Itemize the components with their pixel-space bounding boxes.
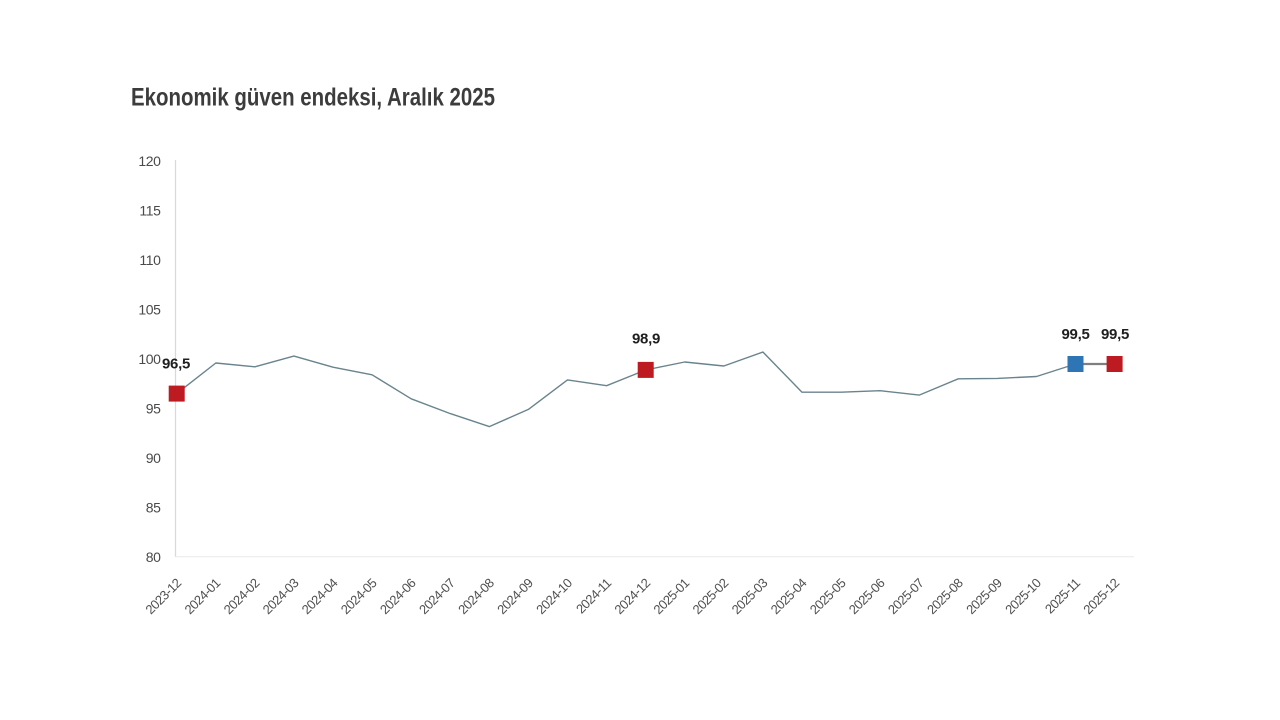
svg-text:95: 95 xyxy=(146,401,161,417)
svg-text:115: 115 xyxy=(139,203,161,219)
svg-text:85: 85 xyxy=(146,500,161,516)
svg-text:99,5: 99,5 xyxy=(1062,326,1090,343)
svg-text:100: 100 xyxy=(138,351,161,367)
svg-text:99,5: 99,5 xyxy=(1101,326,1129,343)
svg-text:90: 90 xyxy=(146,450,161,466)
svg-text:98,9: 98,9 xyxy=(632,331,660,348)
svg-text:105: 105 xyxy=(138,302,161,318)
svg-text:96,5: 96,5 xyxy=(162,355,190,372)
svg-text:110: 110 xyxy=(139,252,161,268)
svg-text:80: 80 xyxy=(146,549,161,565)
svg-text:Ekonomik güven endeksi, Aralık: Ekonomik güven endeksi, Aralık 2025 xyxy=(131,84,495,112)
svg-text:120: 120 xyxy=(138,153,161,169)
